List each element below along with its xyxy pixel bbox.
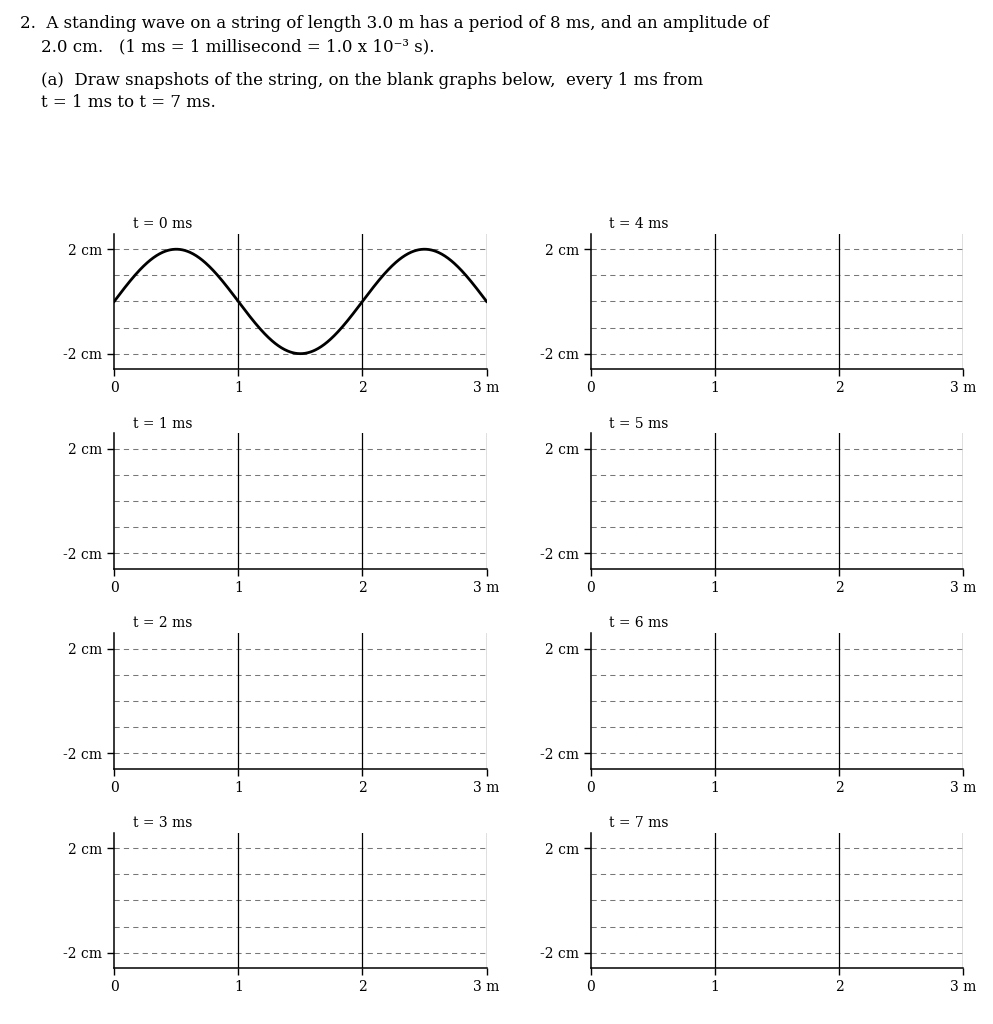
Text: t = 1 ms to t = 7 ms.: t = 1 ms to t = 7 ms.: [20, 94, 215, 112]
Text: 2.  A standing wave on a string of length 3.0 m has a period of 8 ms, and an amp: 2. A standing wave on a string of length…: [20, 15, 769, 33]
Text: (a)  Draw snapshots of the string, on the blank graphs below,  every 1 ms from: (a) Draw snapshots of the string, on the…: [20, 72, 703, 89]
Text: t = 7 ms: t = 7 ms: [610, 816, 669, 830]
Text: t = 2 ms: t = 2 ms: [133, 616, 193, 631]
Text: t = 3 ms: t = 3 ms: [133, 816, 193, 830]
Text: t = 0 ms: t = 0 ms: [133, 217, 193, 231]
Text: t = 1 ms: t = 1 ms: [133, 417, 193, 431]
Text: t = 4 ms: t = 4 ms: [610, 217, 669, 231]
Text: 2.0 cm.   (1 ms = 1 millisecond = 1.0 x 10⁻³ s).: 2.0 cm. (1 ms = 1 millisecond = 1.0 x 10…: [20, 38, 434, 55]
Text: t = 6 ms: t = 6 ms: [610, 616, 669, 631]
Text: t = 5 ms: t = 5 ms: [610, 417, 669, 431]
